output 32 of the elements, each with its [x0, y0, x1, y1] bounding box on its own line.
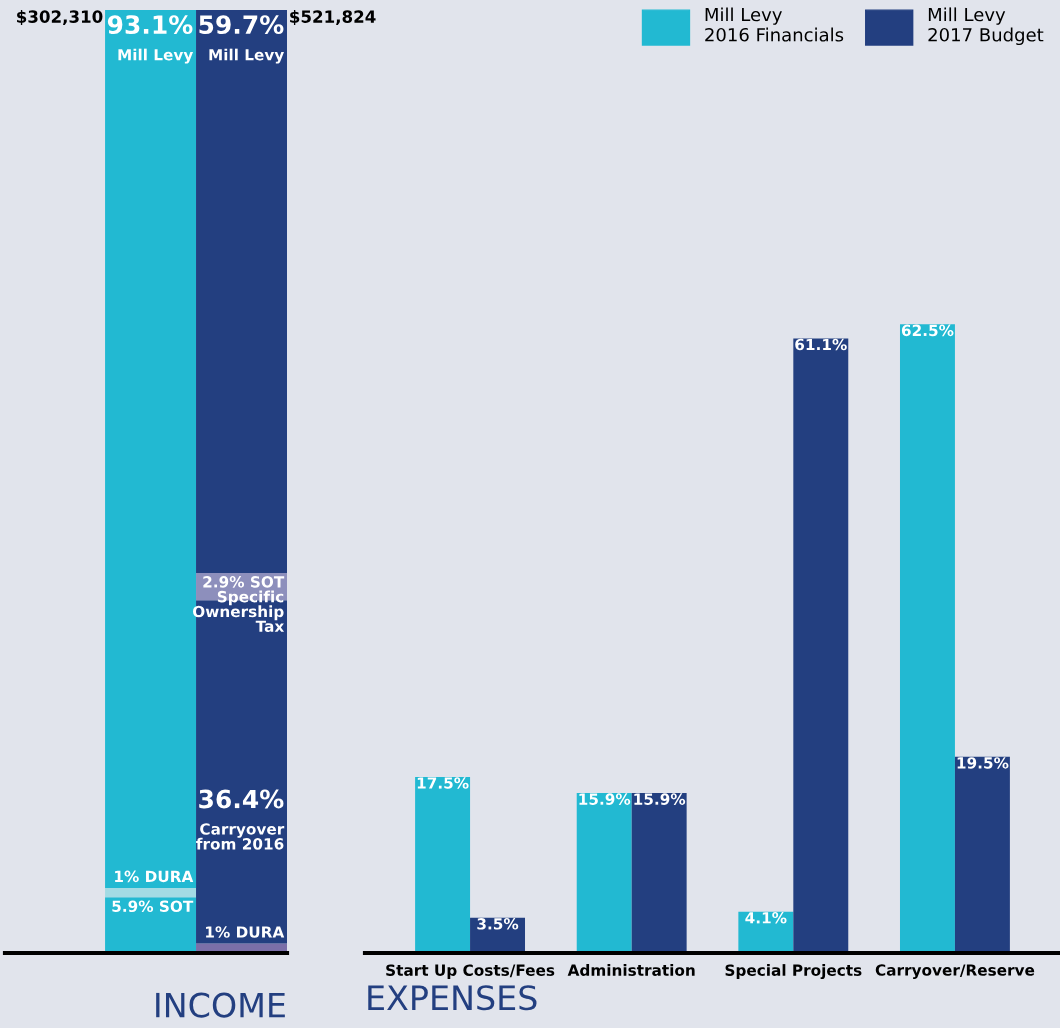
bar [415, 776, 471, 953]
bar [899, 324, 955, 953]
data-label: 19.5% [957, 757, 1009, 769]
text: $521,824 [290, 10, 376, 26]
bar [105, 887, 197, 898]
data-label: 1% DURA [115, 870, 194, 883]
data-label: 3.5% [477, 918, 519, 930]
data-label: 59.7% Mill Levy [199, 15, 284, 64]
legend-label: Mill Levy 2017 Budget [928, 7, 1044, 46]
bar [631, 793, 687, 953]
x-tick-label: Start Up Costs/Fees [386, 964, 555, 979]
data-label: 1% DURA [206, 926, 285, 938]
bar [576, 793, 632, 953]
x-axis-title: EXPENSES [368, 985, 537, 1011]
x-tick-label: Special Projects [725, 964, 862, 980]
data-label: 15.9% [634, 793, 686, 805]
data-label: 4.1% [745, 912, 787, 924]
data-label: 93.1% Mill Levy [107, 15, 194, 64]
bar [196, 10, 287, 573]
text: $302,310 [17, 10, 103, 26]
x-tick-label: Administration [567, 964, 695, 976]
bar [793, 338, 849, 953]
data-label: 17.5% [417, 777, 469, 789]
data-label: 5.9% SOT [112, 900, 194, 913]
bar [954, 756, 1010, 953]
legend-label: Mill Levy 2016 Financials [705, 7, 844, 42]
data-label: 61.1% [795, 338, 847, 351]
x-tick-label: Carryover/Reserve [875, 964, 1035, 979]
data-label: 15.9% [579, 793, 631, 805]
data-label: 62.5% [901, 324, 954, 337]
x-axis-title: INCOME [156, 992, 285, 1018]
data-label: 36.4% Carryover from 2016 [196, 789, 285, 850]
